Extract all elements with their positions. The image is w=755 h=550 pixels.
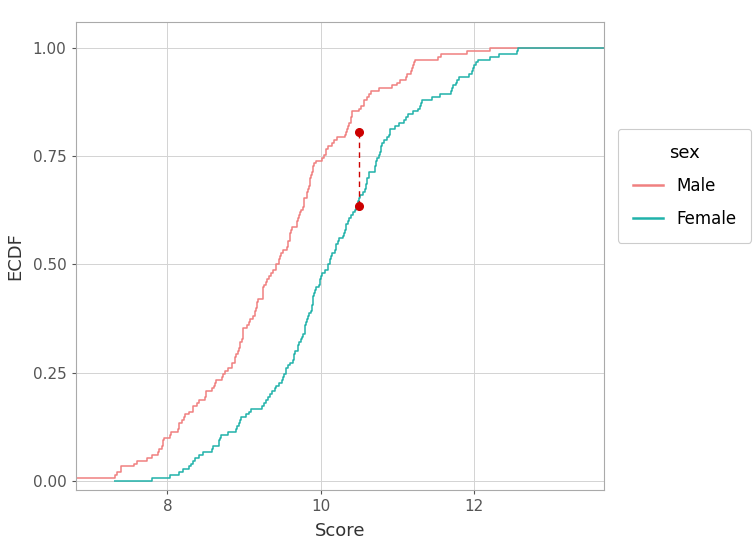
Y-axis label: ECDF: ECDF <box>6 232 24 280</box>
Legend: Male, Female: Male, Female <box>618 129 751 243</box>
X-axis label: Score: Score <box>315 522 365 540</box>
